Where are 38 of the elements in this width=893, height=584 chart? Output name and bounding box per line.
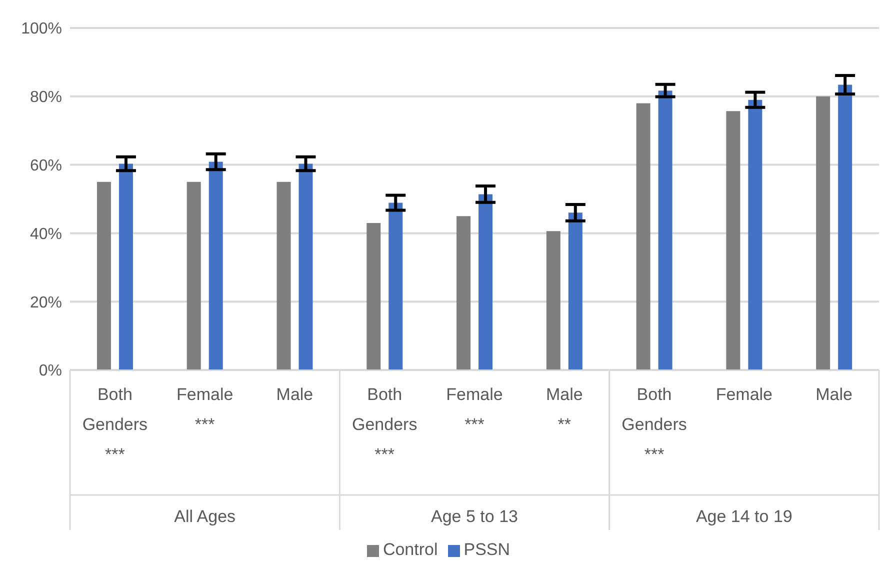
bar bbox=[568, 212, 582, 370]
x-tick-label: Male ** bbox=[546, 385, 583, 434]
x-tick-label: Both Genders *** bbox=[352, 385, 418, 464]
y-tick-label: 0% bbox=[38, 362, 62, 380]
bar bbox=[186, 182, 201, 370]
bar bbox=[838, 84, 852, 370]
bar bbox=[816, 96, 830, 370]
bar bbox=[208, 162, 223, 370]
y-tick-label: 20% bbox=[30, 294, 62, 312]
bar bbox=[298, 164, 313, 370]
x-tick-label: Male bbox=[816, 385, 852, 404]
bar bbox=[96, 182, 111, 370]
bar bbox=[118, 164, 133, 370]
bar bbox=[456, 216, 471, 370]
x-tick-label: Male bbox=[276, 385, 314, 404]
x-tick-label: Female bbox=[716, 385, 773, 404]
bar bbox=[546, 231, 560, 370]
y-tick-label: 60% bbox=[30, 157, 62, 174]
bar bbox=[478, 194, 493, 370]
y-tick-label: 40% bbox=[30, 226, 62, 243]
bar bbox=[726, 111, 740, 370]
x-tick-label: Both Genders *** bbox=[622, 385, 687, 464]
bar bbox=[636, 103, 650, 370]
bar bbox=[276, 182, 291, 370]
x-tick-label: Both Genders *** bbox=[82, 385, 148, 464]
y-tick-label: 100% bbox=[21, 20, 62, 38]
x-tick-label: Female *** bbox=[176, 385, 234, 434]
y-tick-label: 80% bbox=[30, 89, 62, 106]
text: Age 5 to 13 bbox=[431, 507, 518, 526]
bar bbox=[748, 100, 762, 370]
bar bbox=[388, 202, 403, 370]
legend-label: PSSN bbox=[464, 540, 510, 559]
x-tick-label: Female *** bbox=[446, 385, 503, 434]
legend-label: Control bbox=[382, 540, 438, 559]
text: All Ages bbox=[174, 507, 236, 526]
bar bbox=[366, 222, 381, 370]
text: Age 14 to 19 bbox=[696, 507, 792, 526]
bar bbox=[658, 90, 672, 370]
